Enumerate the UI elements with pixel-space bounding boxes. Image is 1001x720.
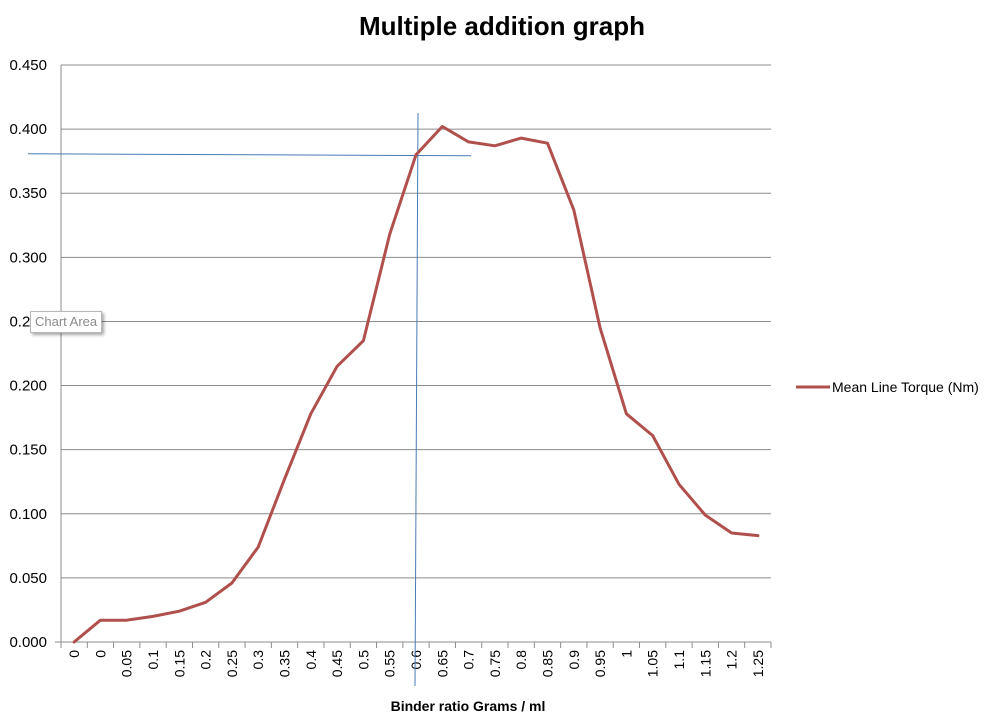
- x-axis-label: Binder ratio Grams / ml: [391, 698, 546, 714]
- legend: Mean Line Torque (Nm): [796, 379, 979, 395]
- x-tick-label: 0.8: [513, 650, 529, 670]
- y-tick-label: 0.150: [9, 442, 47, 459]
- chart-title: Multiple addition graph: [359, 11, 645, 41]
- x-tick-label: 0.35: [277, 650, 293, 677]
- y-tick-label: 0.100: [9, 506, 47, 523]
- x-tick-label: 0.25: [224, 650, 240, 677]
- x-tick-label: 1.2: [724, 650, 740, 670]
- y-axis-ticks: 0.0000.0500.1000.1500.2000.2500.3000.350…: [9, 57, 47, 651]
- x-tick-label: 0.95: [592, 650, 608, 677]
- y-tick-label: 0.200: [9, 378, 47, 395]
- axes: [55, 65, 772, 648]
- x-tick-label: 0.1: [145, 650, 161, 670]
- chart-area-tooltip: Chart Area: [30, 311, 103, 333]
- y-tick-label: 0.050: [9, 570, 47, 587]
- y-tick-label: 0.000: [9, 634, 47, 651]
- x-tick-label: 0.05: [119, 650, 135, 677]
- x-tick-label: 0: [66, 650, 82, 658]
- x-tick-label: 0.6: [408, 650, 424, 670]
- reference-horizontal-line: [27, 153, 472, 157]
- x-tick-label: 1.05: [645, 650, 661, 677]
- y-tick-label: 0.450: [9, 57, 47, 74]
- gridlines: [61, 64, 771, 579]
- x-tick-label: 1.15: [697, 650, 713, 677]
- legend-label: Mean Line Torque (Nm): [832, 379, 979, 395]
- x-tick-label: 0.7: [461, 650, 477, 670]
- x-tick-label: 0.45: [329, 650, 345, 677]
- series: [72, 125, 760, 644]
- series-line: [72, 125, 760, 644]
- x-tick-label: 1: [618, 650, 634, 658]
- y-tick-label: 0.400: [9, 121, 47, 138]
- x-tick-label: 0.75: [487, 650, 503, 677]
- x-axis-ticks: 0 0 0.05 0.1 0.15 0.2 0.25 0.3 0.35 0.4 0.45 0.5 0.5…: [66, 650, 766, 677]
- x-tick-label: 1.25: [750, 650, 766, 677]
- x-tick-label: 0.9: [566, 650, 582, 670]
- x-tick-label: 0.65: [434, 650, 450, 677]
- y-tick-label: 0.300: [9, 249, 47, 266]
- y-tick-label: 0.350: [9, 185, 47, 202]
- x-tick-label: 1.1: [671, 650, 687, 670]
- annotations: [27, 112, 472, 687]
- reference-vertical-line: [414, 112, 419, 687]
- x-tick-label: 0: [92, 650, 108, 658]
- x-tick-label: 0.85: [539, 650, 555, 677]
- x-tick-label: 0.5: [355, 650, 371, 670]
- x-tick-label: 0.3: [250, 650, 266, 670]
- x-tick-label: 0.2: [198, 650, 214, 670]
- x-tick-label: 0.15: [171, 650, 187, 677]
- x-tick-label: 0.55: [382, 650, 398, 677]
- x-tick-label: 0.4: [303, 650, 319, 670]
